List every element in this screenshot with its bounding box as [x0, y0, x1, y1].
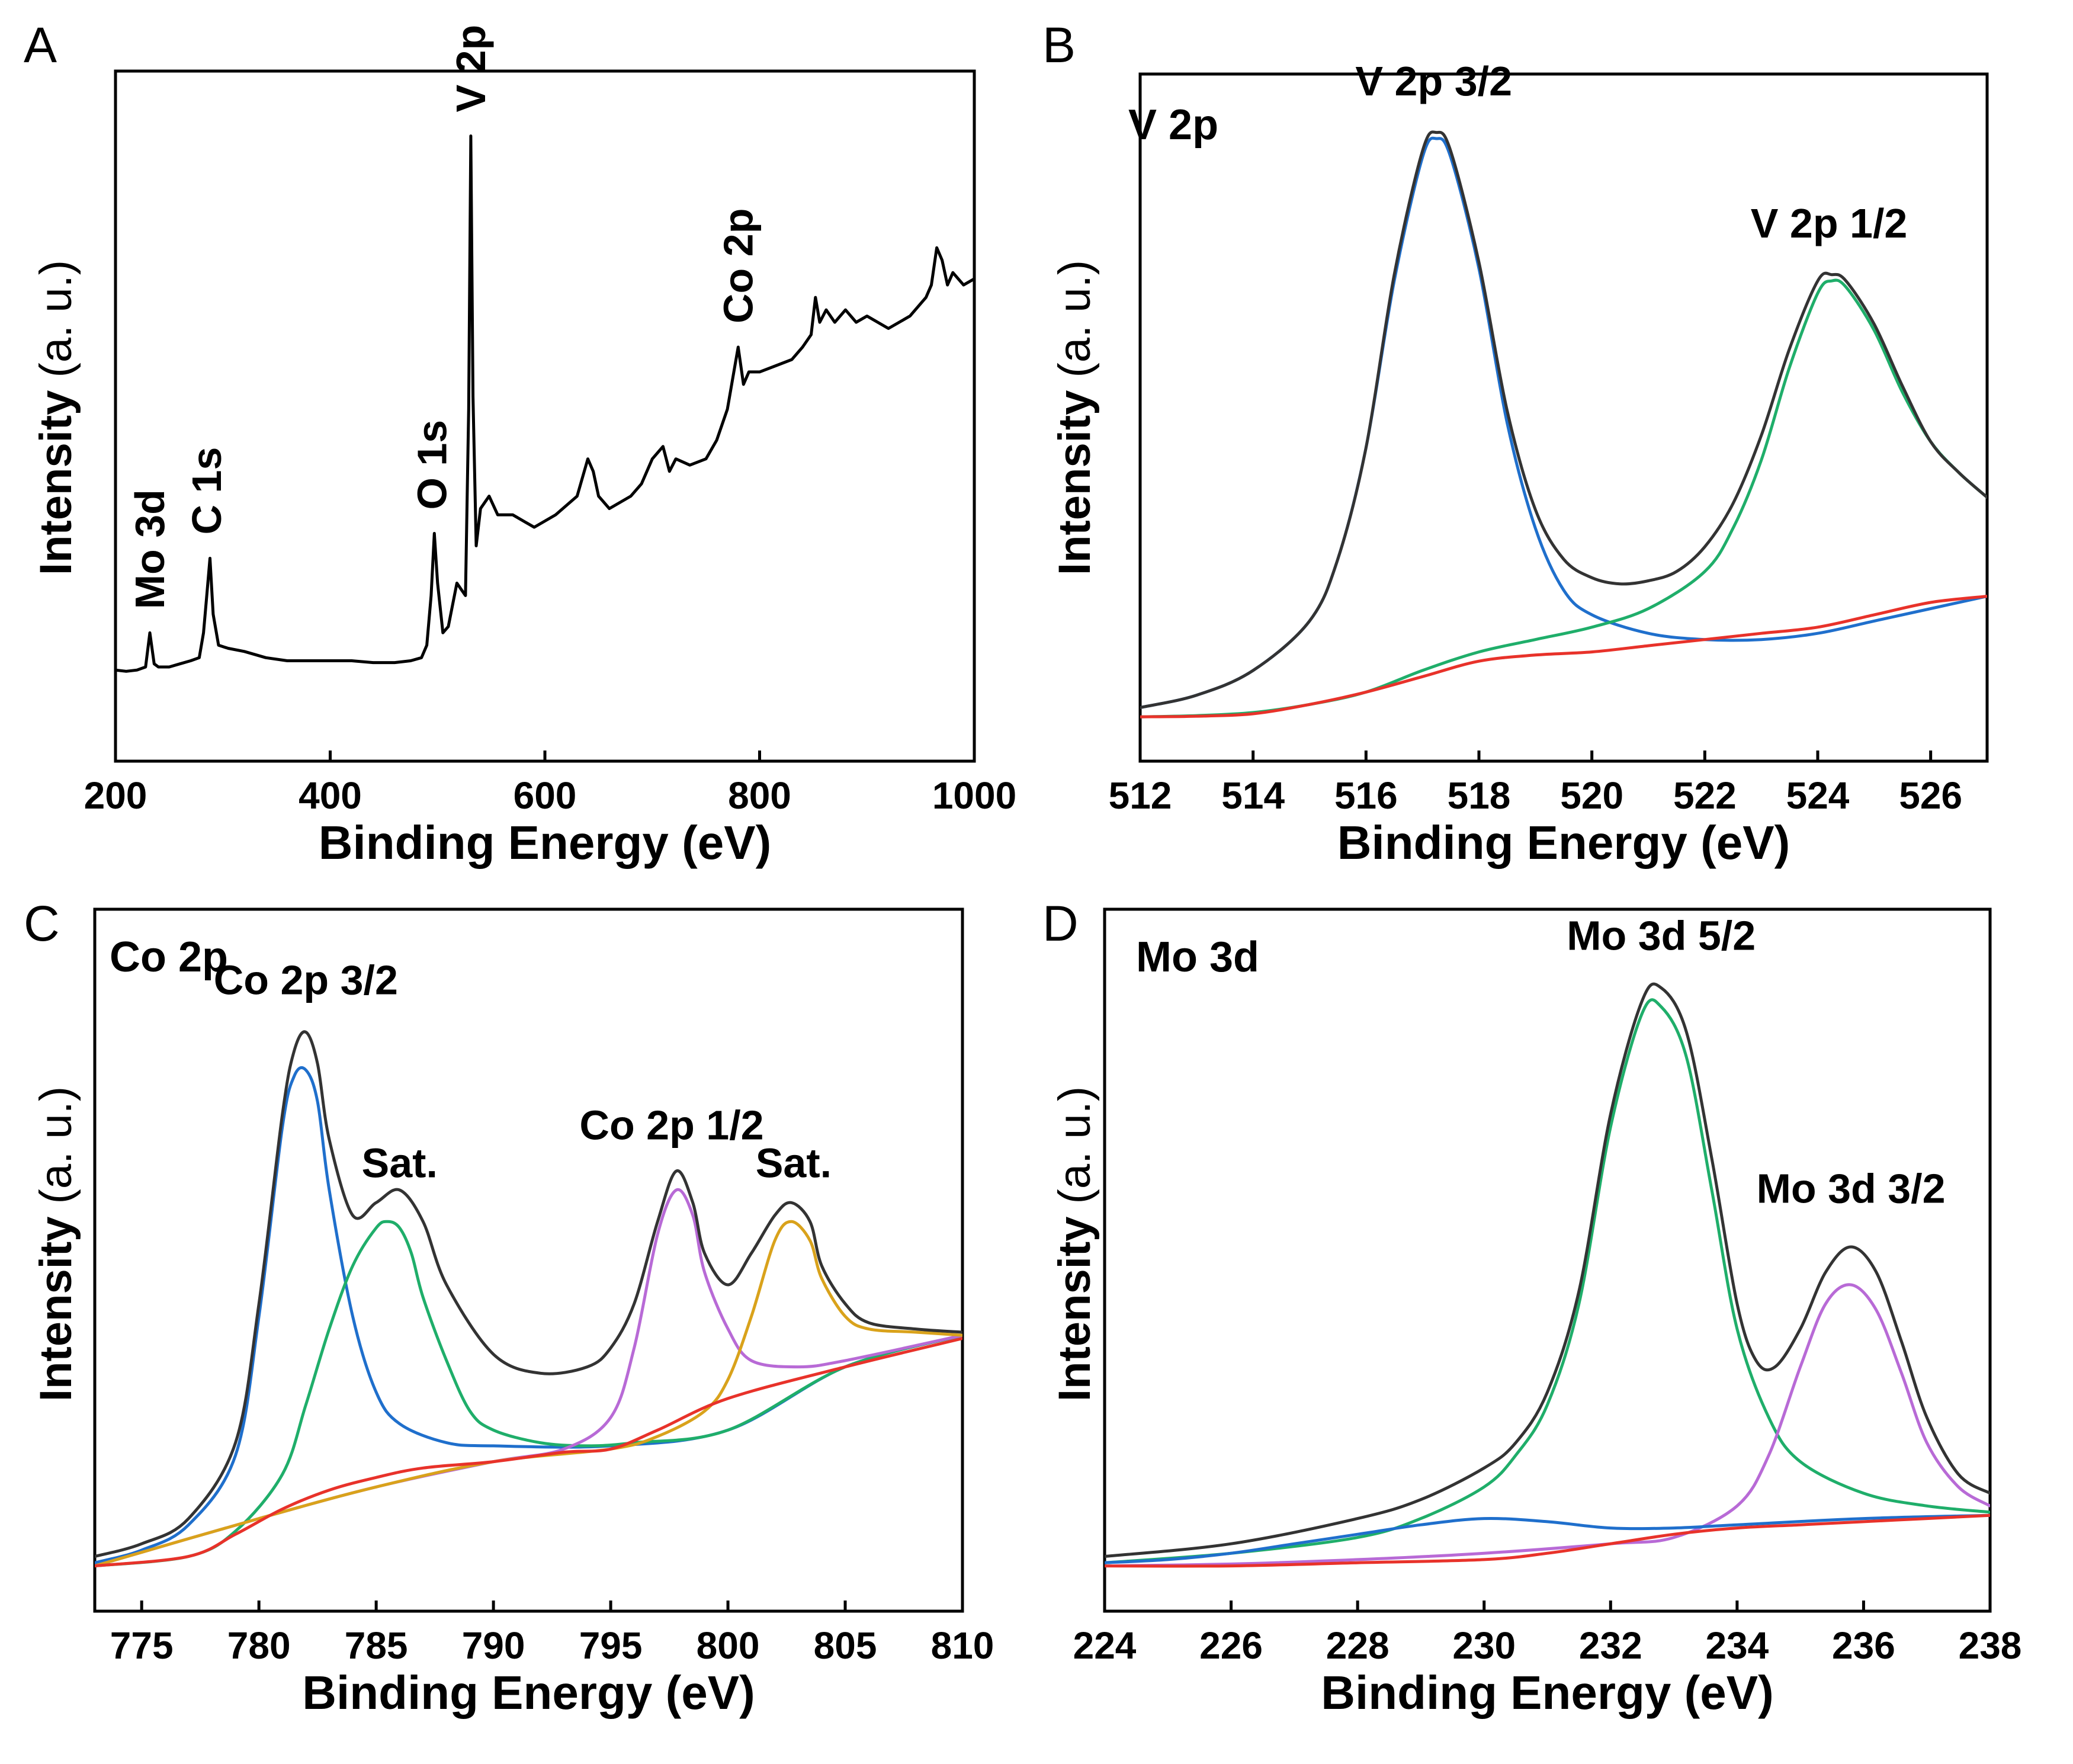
y-axis-title-main: Intensity	[1050, 1204, 1100, 1401]
series-background	[1140, 595, 1987, 719]
peak-label: V 2p 3/2	[1355, 58, 1512, 104]
y-axis-title: Intensity (a. u.)	[1050, 1086, 1100, 1401]
peak-label: Mo 3d 3/2	[1757, 1165, 1946, 1211]
x-tick-label: 780	[227, 1624, 291, 1667]
panel-title: Co 2p	[110, 934, 228, 981]
series-co-2p-1-2	[95, 1188, 962, 1568]
x-tick-label: 514	[1221, 774, 1285, 817]
peak-label: Mo 3d	[127, 489, 173, 609]
x-tick-label: 518	[1448, 774, 1511, 817]
y-axis-title-main: Intensity	[31, 1204, 81, 1401]
y-axis-title-main: Intensity	[1050, 377, 1100, 575]
plot-frame	[114, 69, 976, 763]
peak-label: Co 2p 3/2	[214, 957, 398, 1003]
x-axis-title: Binding Energy (eV)	[319, 816, 772, 869]
panel-b: B 512 514 516 518 520 522 524 526 Binding Energy …	[1042, 17, 1989, 869]
series-envelope	[95, 1030, 962, 1558]
series-co-2p-3-2	[95, 1066, 962, 1564]
x-tick-label: 230	[1452, 1624, 1516, 1667]
panel-title: Mo 3d	[1136, 934, 1259, 981]
peak-label: Mo 3d 5/2	[1567, 913, 1756, 959]
y-axis-title-unit: (a. u.)	[31, 1086, 81, 1204]
panel-title: V 2p	[1128, 101, 1218, 149]
plot-frame	[93, 907, 964, 1613]
x-tick-label: 516	[1334, 774, 1398, 817]
y-axis-title: Intensity (a. u.)	[1050, 260, 1100, 575]
peak-label: Co 2p	[715, 209, 761, 323]
series-v-2p-1-2	[1140, 278, 1987, 719]
series-background	[95, 1337, 962, 1568]
plot-frame	[1103, 907, 1992, 1613]
series-mo-3d-5-2	[1105, 998, 1990, 1564]
peak-label: Sat.	[756, 1140, 832, 1186]
series-envelope	[1105, 982, 1990, 1558]
peak-label: V 2p	[448, 25, 494, 113]
series-sat-2	[95, 1220, 962, 1568]
x-tick-label: 512	[1109, 774, 1172, 817]
panel-letter: C	[24, 896, 60, 951]
x-tick-label: 800	[697, 1624, 760, 1667]
series-baseline	[1105, 1513, 1990, 1564]
y-axis-title: Intensity (a. u.)	[31, 1086, 81, 1401]
y-axis-title-unit: (a. u.)	[31, 260, 81, 378]
x-tick-label: 238	[1959, 1624, 2022, 1667]
x-tick-label: 224	[1073, 1624, 1137, 1667]
peak-label: C 1s	[184, 447, 230, 535]
x-tick-label: 810	[931, 1624, 994, 1667]
series-sat-1	[95, 1220, 962, 1568]
panel-letter: B	[1042, 17, 1076, 73]
panel-d: D 224 226 228 230 232 234 236 238 Binding Energy …	[1042, 896, 2021, 1719]
y-axis-title-main: Intensity	[31, 377, 81, 575]
x-tick-label: 775	[110, 1624, 174, 1667]
x-tick-label: 228	[1326, 1624, 1390, 1667]
panel-letter: A	[24, 17, 57, 73]
x-axis-title: Binding Energy (eV)	[1321, 1666, 1774, 1719]
peak-label: V 2p 1/2	[1751, 200, 1908, 246]
x-tick-label: 520	[1560, 774, 1623, 817]
peak-label: Co 2p 1/2	[579, 1102, 763, 1149]
x-tick-label: 234	[1705, 1624, 1769, 1667]
x-tick-label: 200	[84, 774, 147, 817]
x-tick-label: 790	[462, 1624, 525, 1667]
x-tick-label: 795	[579, 1624, 643, 1667]
x-tick-label: 805	[814, 1624, 877, 1667]
x-tick-label: 236	[1832, 1624, 1895, 1667]
y-axis-title-unit: (a. u.)	[1050, 260, 1100, 378]
y-axis-title: Intensity (a. u.)	[31, 260, 81, 575]
series-mo-3d-3-2	[1105, 1283, 1990, 1568]
x-tick-label: 524	[1786, 774, 1850, 817]
x-tick-label: 232	[1579, 1624, 1642, 1667]
panel-a: A 200 400 600 800 1000 Binding Energy (eV) Inte…	[24, 17, 1016, 869]
plot-frame	[1138, 72, 1989, 763]
x-tick-label: 1000	[932, 774, 1016, 817]
x-tick-label: 600	[514, 774, 577, 817]
panel-letter: D	[1042, 896, 1079, 951]
x-tick-label: 400	[299, 774, 362, 817]
x-tick-label: 800	[728, 774, 791, 817]
x-tick-label: 522	[1673, 774, 1737, 817]
panel-c: C 775 780 785 790 795 800 805 810 Binding Energy …	[24, 896, 994, 1719]
series-survey	[115, 134, 974, 673]
x-tick-label: 526	[1899, 774, 1962, 817]
x-axis-title: Binding Energy (eV)	[1337, 816, 1790, 869]
series-background	[1105, 1513, 1990, 1568]
peak-label: O 1s	[409, 420, 455, 510]
x-axis-title: Binding Energy (eV)	[302, 1666, 755, 1719]
series-envelope	[1140, 130, 1987, 709]
x-tick-label: 226	[1199, 1624, 1263, 1667]
y-axis-title-unit: (a. u.)	[1050, 1086, 1100, 1204]
x-tick-label: 785	[345, 1624, 408, 1667]
peak-label: Sat.	[362, 1140, 438, 1186]
